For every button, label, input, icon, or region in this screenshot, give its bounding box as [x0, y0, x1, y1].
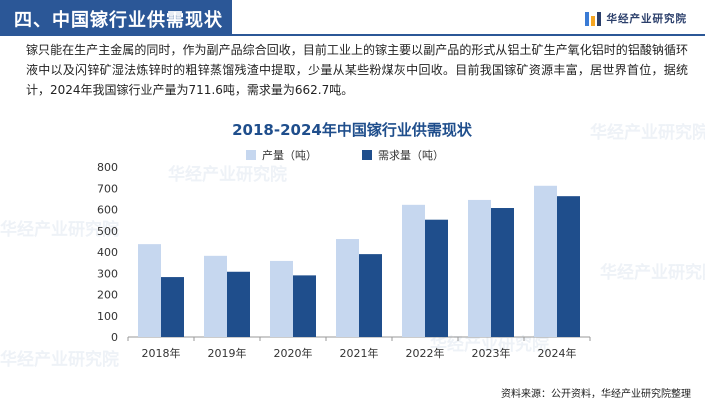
x-tick-label: 2024年 [538, 346, 577, 360]
legend-swatch-production [246, 150, 256, 160]
production-bar [468, 199, 491, 337]
y-tick-label: 500 [97, 225, 118, 238]
demand-bar [359, 254, 382, 337]
x-tick-label: 2021年 [340, 346, 379, 360]
description-paragraph: 镓只能在生产主金属的同时，作为副产品综合回收，目前工业上的镓主要以副产品的形式从… [26, 43, 688, 97]
production-bar [204, 255, 227, 337]
x-tick-label: 2019年 [208, 346, 247, 360]
y-tick-label: 100 [97, 310, 118, 323]
demand-bar [491, 208, 514, 337]
legend-swatch-demand [362, 150, 372, 160]
page-title: 四、中国镓行业供需现状 [14, 10, 223, 31]
brand-name: 华经产业研究院 [606, 13, 687, 25]
chart-title: 2018-2024年中国镓行业供需现状 [232, 121, 473, 139]
demand-bar [161, 277, 184, 337]
x-tick-label: 2018年 [142, 346, 181, 360]
header-bar: 四、中国镓行业供需现状 [0, 0, 232, 36]
production-bar [270, 260, 293, 337]
y-tick-label: 0 [111, 331, 118, 344]
header-divider [232, 34, 705, 36]
brand: 华经产业研究院 [584, 11, 688, 26]
y-tick-label: 800 [97, 161, 118, 174]
brand-logo-icon [584, 11, 601, 26]
demand-bar [293, 275, 316, 337]
demand-bar [557, 196, 580, 337]
legend-label-production: 产量（吨） [262, 148, 317, 162]
x-tick-label: 2022年 [406, 346, 445, 360]
x-tick-label: 2020年 [274, 346, 313, 360]
x-tick-label: 2023年 [472, 346, 511, 360]
production-bar [402, 204, 425, 337]
y-tick-label: 300 [97, 267, 118, 280]
source-note: 资料来源：公开资料，华经产业研究院整理 [501, 389, 691, 400]
y-tick-label: 600 [97, 204, 118, 217]
legend-label-demand: 需求量（吨） [378, 149, 444, 162]
production-bar [138, 244, 161, 337]
demand-bar [425, 219, 448, 337]
page-header: 四、中国镓行业供需现状 华经产业研究院 [0, 0, 705, 36]
demand-bar [227, 271, 250, 337]
production-bar [534, 185, 557, 337]
y-tick-label: 400 [97, 246, 118, 259]
production-bar [336, 239, 359, 337]
y-tick-label: 200 [97, 289, 118, 302]
y-tick-label: 700 [97, 182, 118, 195]
